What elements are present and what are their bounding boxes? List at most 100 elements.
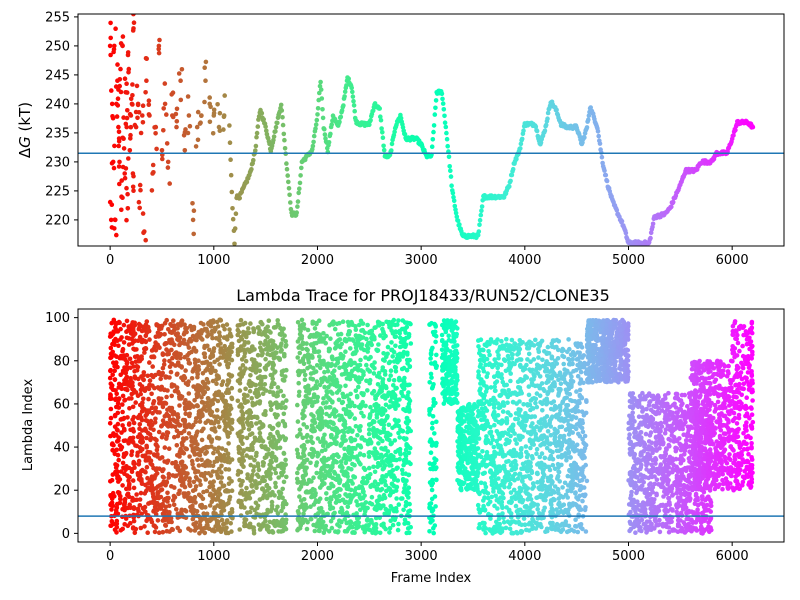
dg-y-tick-label: 225	[45, 184, 70, 199]
lambda-data-point	[187, 498, 193, 504]
lambda-data-point	[247, 388, 253, 394]
dg-data-point	[288, 200, 293, 205]
lambda-data-point	[141, 372, 146, 378]
lambda-data-point	[157, 410, 162, 415]
lambda-data-point	[383, 526, 389, 532]
lambda-data-point	[362, 493, 367, 498]
dg-data-point	[207, 95, 212, 100]
lambda-data-point	[315, 436, 321, 441]
lambda-data-point	[392, 438, 398, 443]
lambda-data-point	[199, 395, 204, 400]
lambda-data-point	[172, 434, 177, 440]
lambda-data-point	[225, 378, 231, 383]
dg-data-point	[368, 117, 373, 123]
lambda-data-point	[355, 432, 360, 438]
dg-data-point	[320, 115, 326, 121]
lambda-data-point	[332, 407, 337, 412]
lambda-data-point	[387, 526, 393, 531]
lambda-data-point	[126, 328, 132, 333]
lambda-data-point	[400, 343, 406, 349]
lambda-data-point	[434, 440, 439, 446]
lambda-data-point	[219, 392, 225, 397]
lambda-data-point	[255, 352, 261, 358]
lambda-data-point	[114, 327, 119, 333]
dg-data-point	[232, 226, 238, 231]
lambda-data-point	[372, 506, 378, 512]
lambda-data-point	[283, 520, 289, 526]
lambda-data-point	[209, 444, 214, 449]
lambda-data-point	[192, 398, 197, 403]
lambda-data-point	[357, 362, 363, 368]
dg-data-point	[170, 90, 176, 95]
lambda-data-point	[109, 507, 114, 512]
lambda-data-point	[355, 342, 361, 348]
dg-data-point	[186, 113, 192, 118]
lambda-data-point	[229, 488, 235, 494]
lambda-data-point	[377, 419, 382, 425]
lambda-data-point	[174, 443, 180, 448]
lambda-data-point	[337, 480, 342, 486]
dg-data-point	[110, 114, 115, 119]
lambda-data-point	[314, 363, 320, 368]
lambda-data-point	[199, 517, 205, 522]
lambda-data-point	[250, 367, 255, 373]
dg-data-point	[228, 172, 234, 178]
dg-data-point	[398, 115, 404, 121]
lambda-data-point	[139, 477, 144, 482]
dg-data-point	[115, 62, 120, 67]
lambda-data-point	[251, 326, 256, 331]
dg-data-point	[152, 125, 157, 130]
lambda-data-point	[363, 527, 369, 532]
lambda-data-point	[337, 518, 342, 523]
dg-data-point	[120, 34, 126, 39]
lambda-data-point	[158, 332, 163, 338]
lambda-data-point	[158, 494, 164, 500]
lambda-data-point	[361, 465, 367, 471]
lambda-data-point	[170, 460, 175, 466]
lambda-data-point	[108, 493, 114, 499]
lambda-data-point	[449, 379, 454, 384]
dg-y-axis-label-var: G	[16, 136, 34, 148]
lambda-data-point	[191, 404, 196, 409]
lambda-data-point	[332, 368, 337, 374]
lambda-data-point	[382, 478, 388, 484]
lambda-data-point	[270, 360, 276, 366]
dg-data-point	[125, 206, 131, 211]
lambda-data-point	[214, 381, 219, 387]
lambda-data-point	[377, 530, 383, 536]
dg-data-point	[603, 172, 609, 178]
lambda-data-point	[405, 513, 410, 518]
lambda-data-point	[159, 455, 165, 460]
lambda-data-point	[279, 518, 285, 524]
lambda-data-point	[121, 454, 127, 460]
lambda-data-point	[190, 333, 196, 339]
lambda-data-point	[283, 457, 288, 463]
dg-data-point	[178, 78, 183, 83]
lambda-data-point	[141, 396, 146, 402]
dg-plot-area	[78, 14, 784, 246]
lambda-data-point	[401, 462, 406, 468]
lambda-data-point	[146, 386, 152, 392]
dg-data-point	[297, 180, 303, 186]
lambda-data-point	[382, 418, 388, 423]
lambda-data-point	[142, 324, 148, 329]
dg-data-point	[254, 134, 259, 140]
lambda-data-point	[108, 415, 114, 421]
lambda-data-point	[120, 402, 125, 407]
dg-data-point	[311, 139, 316, 145]
dg-x-tick-label: 6000	[716, 253, 749, 268]
lambda-data-point	[112, 368, 117, 374]
lambda-data-point	[242, 517, 247, 522]
lambda-data-point	[162, 332, 167, 337]
lambda-data-point	[198, 408, 203, 414]
dg-data-point	[116, 143, 121, 149]
lambda-data-point	[267, 462, 273, 468]
lambda-data-point	[279, 369, 285, 374]
lambda-data-point	[184, 326, 190, 331]
lambda-data-point	[376, 342, 381, 347]
lambda-data-point	[133, 400, 138, 405]
dg-data-point	[381, 147, 387, 153]
lambda-data-point	[229, 357, 235, 363]
lambda-data-point	[302, 460, 307, 465]
lambda-data-point	[330, 399, 335, 405]
